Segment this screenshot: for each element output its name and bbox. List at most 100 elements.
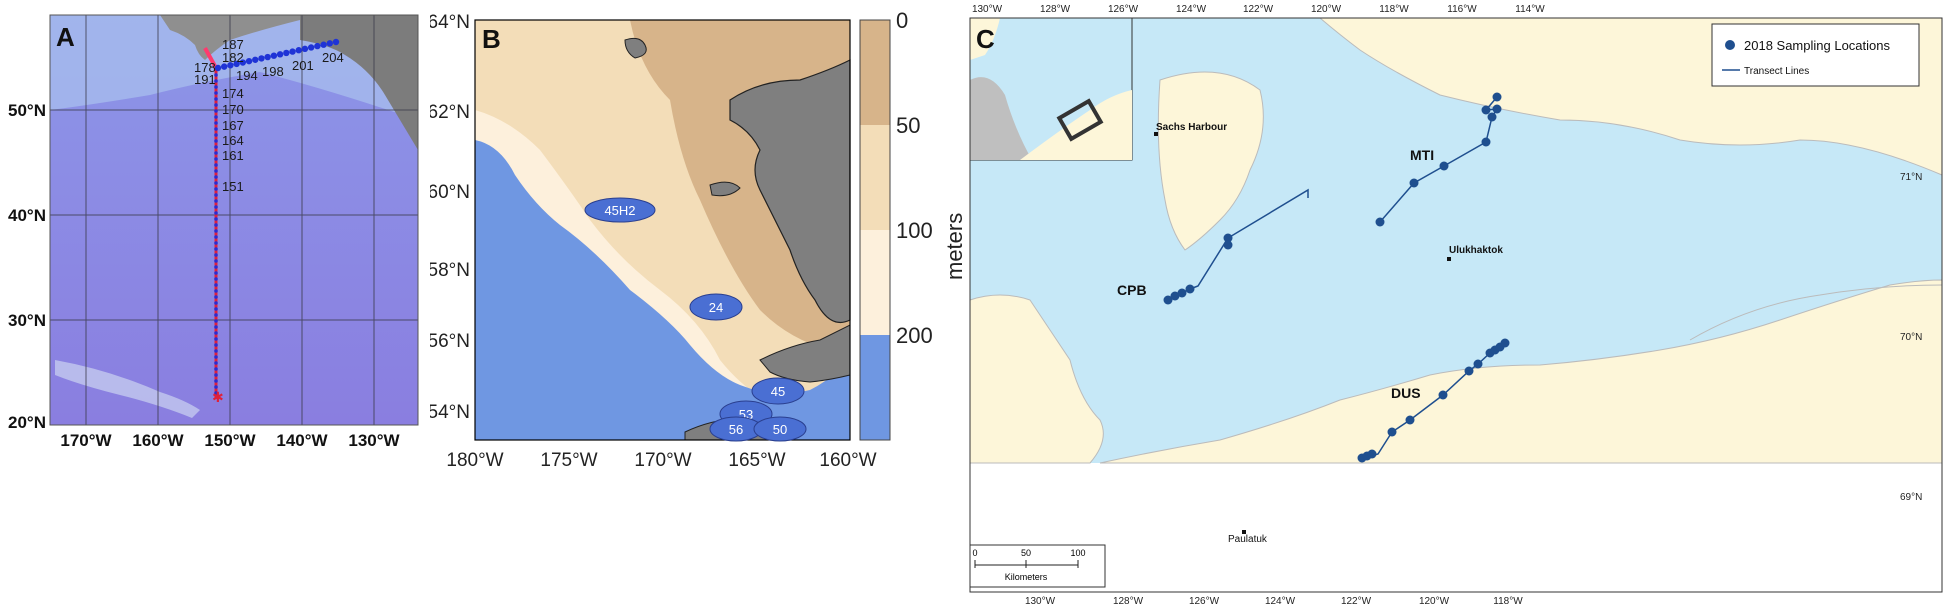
- track-stations: [214, 73, 218, 395]
- track-station-dot: [214, 367, 218, 371]
- track-station-dot: [214, 391, 218, 395]
- diagonal-station-dot: [227, 62, 234, 69]
- sampling-location-dot: [1367, 449, 1377, 459]
- transect-label-dus: DUS: [1391, 385, 1421, 401]
- track-station-dot: [214, 169, 218, 173]
- sampling-location-dot: [1487, 112, 1497, 122]
- track-station-dot: [214, 307, 218, 311]
- sampling-location-dot: [1464, 366, 1474, 376]
- lon-label-bottom: 124°W: [1265, 596, 1296, 607]
- lon-label: 170°W: [60, 431, 112, 450]
- lat-label: 64°N: [430, 12, 470, 33]
- sampling-location-dot: [1223, 233, 1233, 243]
- station-label: 167: [222, 118, 244, 133]
- sampling-location-dot: [1163, 295, 1173, 305]
- station-marker: 45: [751, 377, 805, 405]
- lon-label-bottom: 128°W: [1113, 596, 1144, 607]
- diagonal-station-dot: [289, 48, 296, 55]
- lat-label: 58°N: [430, 260, 470, 281]
- inset-map: [969, 17, 1133, 161]
- track-station-dot: [214, 325, 218, 329]
- lon-label-bottom: 126°W: [1189, 596, 1220, 607]
- lat-label: 62°N: [430, 102, 470, 123]
- diagonal-station-dot: [307, 44, 315, 51]
- track-station-dot: [214, 301, 218, 305]
- lon-label-bottom: 122°W: [1341, 596, 1372, 607]
- lat-label: 60°N: [430, 182, 470, 203]
- diagonal-station-dot: [252, 56, 259, 63]
- diagonal-station-dot: [283, 49, 290, 57]
- station-label: 198: [262, 64, 284, 79]
- track-station-dot: [214, 247, 218, 251]
- scalebar: 0 50 100 Kilometers: [969, 544, 1106, 588]
- sampling-location-dot: [1492, 92, 1502, 102]
- colorbar-tick: 50: [896, 113, 920, 138]
- legend: 2018 Sampling Locations Transect Lines: [1711, 23, 1920, 87]
- panel-a-frame: [49, 14, 419, 426]
- svg-text:56: 56: [729, 422, 743, 437]
- coast-land: [300, 15, 418, 150]
- diagonal-station-dot: [264, 53, 271, 61]
- lat-label-right: 69°N: [1900, 492, 1922, 503]
- lon-label-bottom: 130°W: [1025, 596, 1056, 607]
- track-station-dot: [214, 271, 218, 275]
- panel-c-letter: C: [976, 24, 995, 54]
- lon-label-top: 114°W: [1515, 4, 1545, 15]
- station-label: 182: [222, 50, 244, 65]
- station-label: 201: [292, 58, 314, 73]
- hawaii-ridge: [55, 360, 200, 418]
- sampling-location-dot: [1492, 104, 1502, 114]
- track-station-dot: [214, 73, 218, 77]
- station-label: 174: [222, 86, 244, 101]
- station-label: 204: [322, 50, 344, 65]
- track-station-dot: [214, 277, 218, 281]
- track-station-dot: [214, 343, 218, 347]
- track-station-dot: [214, 295, 218, 299]
- lat-label: 54°N: [430, 402, 470, 423]
- diagonal-station-dot: [314, 42, 321, 50]
- track-station-dot: [214, 253, 218, 257]
- lon-label-top: 124°W: [1176, 4, 1207, 15]
- track-station-dot: [214, 157, 218, 161]
- track-station-dot: [214, 163, 218, 167]
- track-station-dot: [214, 103, 218, 107]
- station-marker: 24: [689, 293, 743, 321]
- diagonal-station-dot: [332, 38, 340, 46]
- diagonal-station-dot: [221, 63, 228, 70]
- track-station-dot: [214, 337, 218, 341]
- track-station-dot: [214, 265, 218, 269]
- lon-label: 160°W: [132, 431, 184, 450]
- station-label: 191: [194, 72, 216, 87]
- panel-a-letter: A: [56, 22, 75, 52]
- lon-label: 175°W: [540, 450, 597, 471]
- track-station-dot: [214, 109, 218, 113]
- banks-island: [1157, 71, 1264, 251]
- sampling-location-dot: [1439, 161, 1449, 171]
- track-station-dot: [214, 79, 218, 83]
- diagonal-station-dot: [320, 41, 327, 48]
- lon-label-top: 120°W: [1311, 4, 1342, 15]
- sampling-location-dot: [1481, 137, 1491, 147]
- sampling-location-dot: [1223, 240, 1233, 250]
- sampling-location-dot: [1438, 390, 1448, 400]
- place-marker: [1242, 530, 1246, 534]
- lon-label: 165°W: [728, 450, 785, 471]
- lon-label: 130°W: [348, 431, 400, 450]
- station-label: 164: [222, 133, 244, 148]
- track-station-dot: [214, 373, 218, 377]
- alaska-mainland: [729, 59, 851, 324]
- sampling-location-dot: [1387, 427, 1397, 437]
- diagonal-station-dot: [295, 47, 302, 54]
- sampling-location-dot: [1473, 359, 1483, 369]
- sampling-location-dot: [1405, 415, 1415, 425]
- diagonal-station-dot: [258, 55, 265, 62]
- track-station-dot: [214, 127, 218, 131]
- svg-text:45: 45: [771, 384, 785, 399]
- diagonal-station-dot: [270, 52, 278, 59]
- mainland-west: [969, 294, 1104, 464]
- sampling-location-dot: [1481, 105, 1491, 115]
- station-label: 151: [222, 179, 244, 194]
- station-label: 161: [222, 148, 244, 163]
- lat-label: 50°N: [8, 101, 46, 120]
- panel-c-map: CPB MTI DUS Sachs Harbour Ulukhaktok Pau…: [969, 4, 1943, 607]
